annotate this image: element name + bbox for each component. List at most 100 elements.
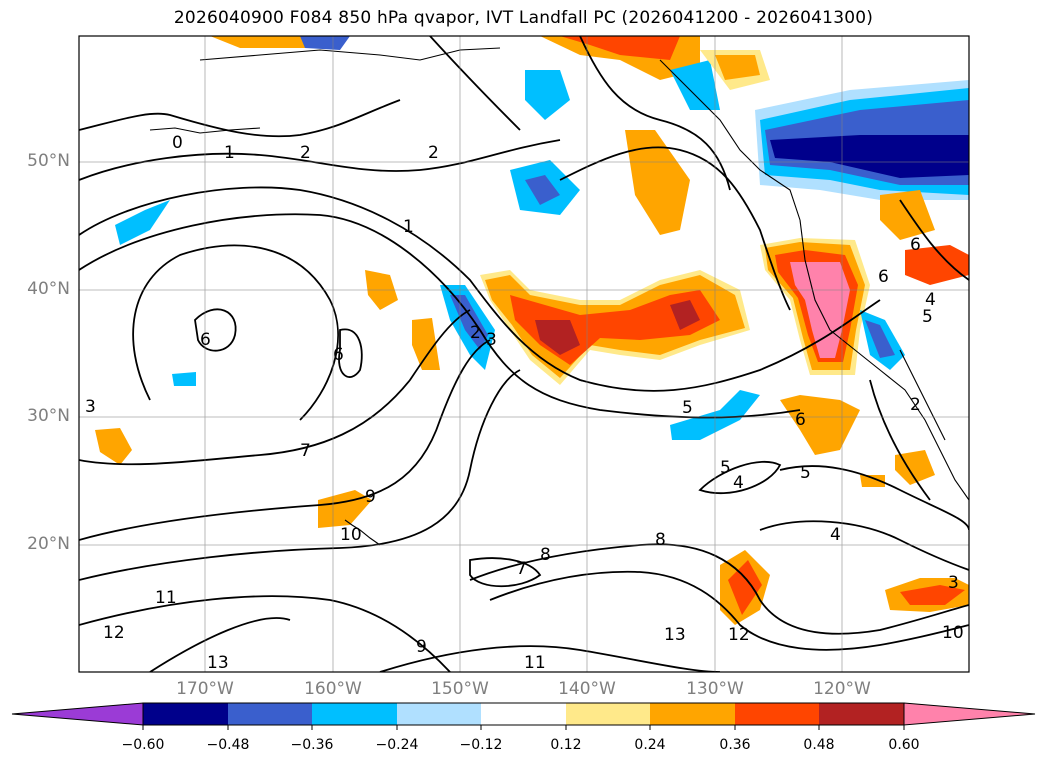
lon-label-120w: 120°W [813,679,871,699]
colorbar-arrow-right [903,702,1036,726]
contour-label: 6 [910,235,921,255]
lon-label-170w: 170°W [176,679,234,699]
contour-line [79,99,401,138]
contour-label: 5 [682,398,693,418]
contour-line [779,465,969,531]
lon-label-140w: 140°W [558,679,616,699]
colorbar-tick-label: 0.60 [888,737,920,753]
shade-ne-darkblue [770,135,969,178]
contour-line [469,557,542,588]
colorbar-segment [735,703,819,725]
colorbar-segment [397,703,481,725]
colorbar-segment [819,703,904,725]
contour-label: 10 [942,623,964,643]
plot-frame [78,35,970,673]
contour-label: 11 [155,588,177,608]
contour-line [79,186,881,392]
contour-label-layer: 0 1 2 2 1 6 6 3 7 9 10 11 12 13 9 11 7 8… [85,133,964,673]
contour-line [869,379,931,501]
shade-streak-blue [450,295,488,350]
contour-label: 4 [733,473,744,493]
contour-label: 6 [878,267,889,287]
contour-label: 3 [948,573,959,593]
contour-line [489,570,969,651]
contour-label: 9 [416,637,427,657]
shade-blue-c [525,175,560,205]
colorbar-segment [228,703,312,725]
shade-alaska-blue [300,36,350,50]
colorbar-tick-label: 0.36 [719,737,751,753]
lon-label-150w: 150°W [431,679,489,699]
contour-line [79,369,521,581]
contour-line [559,146,791,311]
contour-label: 1 [224,143,235,163]
colorbar-arrow-left [11,702,144,726]
coastline-baja [899,349,946,441]
shaded-field [95,36,969,625]
contour-label: 5 [922,307,933,327]
colorbar-tick-label: 0.48 [803,737,835,753]
colorbar [11,702,1036,730]
lat-label-40n: 40°N [27,279,70,299]
contour-line [149,617,291,672]
shade-gulf-red [560,36,680,60]
shade-cyan-a [525,70,570,120]
colorbar-segment [312,703,397,725]
contour-line [132,244,339,421]
colorbar-tick-label: 0.24 [634,737,666,753]
contour-label: 1 [403,217,414,237]
contour-lines [79,36,969,672]
shade-mex-red [728,560,762,615]
contour-line [469,543,969,635]
lat-label-50n: 50°N [27,151,70,171]
contour-label: 6 [200,330,211,350]
colorbar-tick-label: −0.60 [121,737,165,753]
contour-line [759,520,969,571]
colorbar-segment [650,703,735,725]
contour-label: 12 [728,625,750,645]
contour-line [899,199,969,281]
colorbar-tick-label: 0.12 [550,737,582,753]
contour-label: 12 [103,623,125,643]
contour-label: 6 [333,345,344,365]
contour-line [338,328,363,378]
contour-line [79,139,561,181]
shade-blob-d [318,490,372,528]
shade-e-orange-2 [895,450,935,485]
contour-label: 7 [516,559,527,579]
contour-label: 2 [300,143,311,163]
shade-e-orange [905,245,969,285]
coastline-aleutians [149,127,261,134]
coastline-hawaii [344,519,381,546]
contour-label: 3 [85,397,96,417]
colorbar-tick-label: −0.24 [375,737,419,753]
contour-label: 5 [800,463,811,483]
colorbar-segment [143,703,228,725]
coastline-alaska [199,47,501,61]
lon-label-130w: 130°W [686,679,744,699]
shade-band-darkred-2 [670,300,700,330]
colorbar-tick-label: −0.36 [290,737,334,753]
shade-blob-b [412,318,440,370]
shade-ak-orange [715,55,760,80]
contour-label: 8 [655,530,666,550]
shade-alaska-orange [210,36,310,48]
shade-blob-g [880,190,935,240]
contour-line [429,36,521,131]
lat-label-30n: 30°N [27,406,70,426]
contour-label: 7 [300,441,311,461]
shade-se-red [900,585,965,605]
contour-label: 3 [486,330,497,350]
contour-label: 10 [340,525,362,545]
contour-line [698,460,782,495]
colorbar-segment [481,703,566,725]
shade-blob-f [780,395,860,455]
contour-label: 2 [470,323,481,343]
shade-band-darkred [535,320,580,355]
contour-line [79,595,451,672]
shade-cyan-b [670,60,720,110]
coastline-bc [659,59,801,221]
contour-label: 4 [925,290,936,310]
colorbar-tick-label: −0.12 [459,737,503,753]
